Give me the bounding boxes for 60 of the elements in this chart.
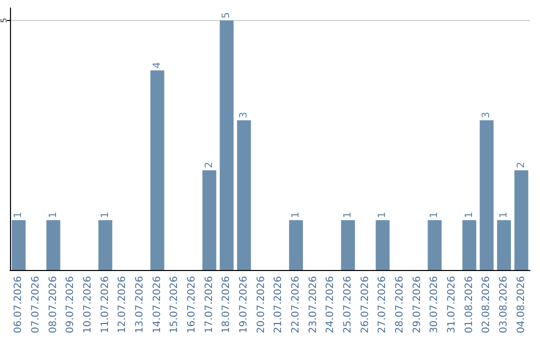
data-label: 1 [48,212,59,218]
x-tick-label: 27.07.2026 [377,276,388,334]
x-tick-label: 02.08.2026 [481,276,492,334]
x-tick-label: 18.07.2026 [221,276,232,334]
data-label: 5 [221,12,232,18]
x-tick-label: 29.07.2026 [412,276,423,334]
x-tick-label: 24.07.2026 [325,276,336,334]
x-tick-label: 30.07.2026 [429,276,440,334]
bar [150,70,164,270]
x-tick-label: 13.07.2026 [134,276,146,334]
x-tick-label: 04.08.2026 [516,276,527,334]
bar [289,220,303,270]
x-tick-label: 06.07.2026 [13,276,24,334]
bar [376,220,390,270]
data-label: 3 [238,112,250,118]
x-tick-label: 11.07.2026 [100,276,111,334]
x-tick-label: 25.07.2026 [342,276,354,334]
data-label: 1 [290,212,302,218]
bar [237,120,251,270]
bar [462,220,476,270]
bar [514,170,528,270]
x-tick-label: 09.07.2026 [65,276,76,334]
data-label: 1 [13,212,24,218]
bar [428,220,442,270]
x-tick-label: 14.07.2026 [152,276,163,334]
data-label: 2 [204,162,215,168]
data-label: 1 [429,212,440,218]
x-tick-label: 15.07.2026 [169,276,180,334]
data-label: 4 [152,62,163,68]
bar [220,20,234,270]
x-tick-label: 26.07.2026 [360,276,371,334]
x-tick-label: 12.07.2026 [117,276,128,334]
x-tick-label: 20.07.2026 [256,276,267,334]
bar [46,220,60,270]
x-tick-label: 17.07.2026 [204,276,215,334]
x-tick-label: 28.07.2026 [394,276,406,334]
bar [497,220,511,270]
x-tick-label: 01.08.2026 [464,276,475,334]
x-tick-label: 21.07.2026 [273,276,284,334]
x-tick-label: 23.07.2026 [308,276,319,334]
data-label: 1 [498,212,510,218]
data-label: 1 [377,212,388,218]
data-label: 1 [464,212,475,218]
x-tick-label: 08.07.2026 [48,276,59,334]
x-tick-label: 19.07.2026 [238,276,250,334]
data-label: 2 [516,162,527,168]
x-tick-label: 07.07.2026 [30,276,42,334]
x-tick-label: 22.07.2026 [290,276,302,334]
data-label: 1 [100,212,111,218]
bar [341,220,355,270]
x-tick-label: 10.07.2026 [82,276,94,334]
bar [98,220,112,270]
data-label: 3 [481,112,492,118]
bar [202,170,216,270]
data-label: 1 [342,212,354,218]
bar [480,120,494,270]
x-tick-label: 16.07.2026 [186,276,198,334]
x-tick-label: 03.08.2026 [498,276,510,334]
bar [12,220,26,270]
x-tick-label: 31.07.2026 [446,276,458,334]
